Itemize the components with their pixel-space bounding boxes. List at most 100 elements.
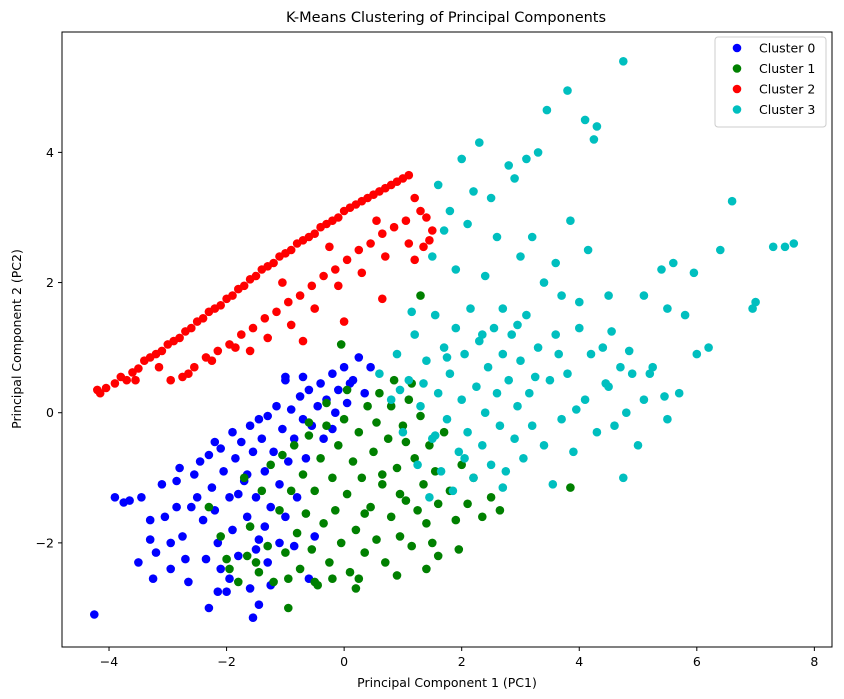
scatter-point-cluster-1 [566, 483, 575, 492]
scatter-point-cluster-2 [334, 213, 343, 222]
scatter-point-cluster-2 [216, 301, 225, 310]
scatter-point-cluster-1 [422, 564, 431, 574]
scatter-point-cluster-0 [360, 388, 370, 398]
scatter-point-cluster-1 [289, 441, 299, 450]
scatter-point-cluster-0 [245, 584, 255, 593]
y-tick-label: −2 [36, 535, 54, 550]
scatter-point-cluster-0 [331, 408, 340, 418]
scatter-point-cluster-2 [410, 193, 420, 203]
scatter-point-cluster-3 [398, 427, 408, 437]
scatter-point-cluster-3 [507, 330, 516, 339]
legend-label-cluster-2: Cluster 2 [759, 82, 815, 97]
scatter-point-cluster-1 [339, 414, 349, 424]
scatter-point-cluster-2 [228, 291, 237, 300]
scatter-point-cluster-3 [475, 138, 484, 147]
scatter-point-cluster-2 [239, 281, 249, 291]
scatter-point-cluster-1 [395, 489, 405, 499]
scatter-point-cluster-2 [378, 229, 387, 238]
legend-label-cluster-0: Cluster 0 [759, 41, 815, 56]
scatter-point-cluster-3 [622, 408, 631, 418]
scatter-point-cluster-2 [404, 170, 414, 180]
scatter-point-cluster-1 [278, 450, 287, 460]
scatter-point-cluster-1 [263, 541, 273, 551]
scatter-point-cluster-0 [184, 577, 193, 587]
scatter-point-cluster-1 [486, 493, 496, 502]
scatter-point-cluster-3 [522, 310, 531, 320]
scatter-point-cluster-2 [295, 291, 305, 300]
scatter-point-cluster-3 [551, 258, 560, 268]
scatter-point-cluster-3 [469, 187, 478, 196]
scatter-point-cluster-3 [530, 372, 540, 382]
scatter-point-cluster-3 [557, 414, 566, 424]
scatter-point-cluster-2 [213, 346, 223, 356]
scatter-point-cluster-1 [275, 506, 284, 515]
scatter-point-cluster-3 [624, 346, 634, 356]
scatter-point-cluster-1 [342, 489, 352, 499]
scatter-point-cluster-3 [410, 330, 420, 339]
scatter-point-cluster-2 [378, 294, 387, 304]
scatter-point-cluster-3 [445, 206, 455, 216]
scatter-point-cluster-3 [789, 239, 799, 248]
scatter-point-cluster-0 [172, 476, 181, 486]
scatter-point-cluster-0 [225, 493, 234, 502]
scatter-point-cluster-2 [310, 304, 320, 313]
scatter-point-cluster-1 [328, 574, 337, 583]
scatter-point-cluster-0 [269, 447, 278, 457]
scatter-point-cluster-2 [357, 268, 367, 278]
scatter-point-cluster-0 [298, 372, 308, 382]
scatter-point-cluster-0 [213, 587, 223, 596]
scatter-point-cluster-2 [401, 216, 411, 225]
scatter-point-cluster-0 [228, 427, 237, 437]
scatter-point-cluster-3 [519, 454, 528, 463]
scatter-point-cluster-0 [213, 538, 223, 548]
scatter-point-cluster-0 [275, 480, 284, 489]
scatter-point-cluster-3 [425, 493, 434, 502]
scatter-point-cluster-3 [539, 441, 549, 450]
scatter-point-cluster-0 [289, 434, 299, 444]
x-tick-label: 4 [575, 654, 583, 669]
x-axis-ticks: −4 −2 0 2 4 6 8 [100, 647, 818, 669]
scatter-point-cluster-1 [336, 340, 346, 349]
scatter-point-cluster-1 [360, 548, 370, 557]
scatter-point-cluster-1 [304, 418, 314, 427]
scatter-point-cluster-1 [342, 385, 352, 395]
scatter-point-cluster-2 [263, 333, 273, 343]
scatter-point-cluster-1 [298, 470, 308, 479]
scatter-point-cluster-1 [357, 473, 367, 483]
scatter-point-cluster-0 [228, 525, 237, 535]
scatter-point-cluster-0 [190, 470, 199, 479]
scatter-point-cluster-0 [234, 489, 243, 499]
x-tick-label: 8 [810, 654, 818, 669]
scatter-point-cluster-3 [601, 379, 610, 388]
scatter-point-cluster-2 [272, 307, 281, 317]
scatter-point-cluster-1 [425, 441, 434, 450]
scatter-point-cluster-3 [516, 252, 525, 261]
scatter-point-cluster-3 [527, 232, 537, 242]
scatter-point-cluster-3 [633, 441, 643, 450]
scatter-point-cluster-3 [480, 271, 490, 281]
scatter-point-cluster-0 [110, 493, 120, 502]
x-tick-label: −4 [100, 654, 118, 669]
scatter-point-cluster-3 [627, 369, 637, 379]
scatter-point-cluster-3 [395, 385, 405, 395]
scatter-point-cluster-1 [304, 431, 314, 440]
scatter-point-cluster-2 [245, 346, 255, 356]
scatter-point-cluster-1 [413, 506, 422, 515]
scatter-point-cluster-1 [369, 447, 378, 457]
scatter-point-cluster-0 [222, 587, 231, 596]
scatter-point-cluster-2 [410, 255, 420, 265]
scatter-point-cluster-0 [251, 545, 261, 554]
scatter-point-cluster-3 [751, 297, 760, 307]
y-tick-label: 0 [46, 405, 54, 420]
scatter-point-cluster-0 [137, 493, 146, 502]
scatter-point-cluster-0 [345, 379, 355, 388]
scatter-point-cluster-1 [495, 506, 505, 515]
scatter-point-cluster-1 [381, 558, 390, 567]
scatter-point-cluster-3 [454, 447, 464, 457]
scatter-point-cluster-3 [516, 356, 525, 366]
scatter-point-cluster-0 [254, 600, 264, 609]
scatter-point-cluster-3 [610, 421, 619, 431]
scatter-point-cluster-0 [281, 372, 290, 382]
scatter-point-cluster-1 [389, 375, 399, 385]
scatter-point-cluster-3 [422, 356, 431, 366]
